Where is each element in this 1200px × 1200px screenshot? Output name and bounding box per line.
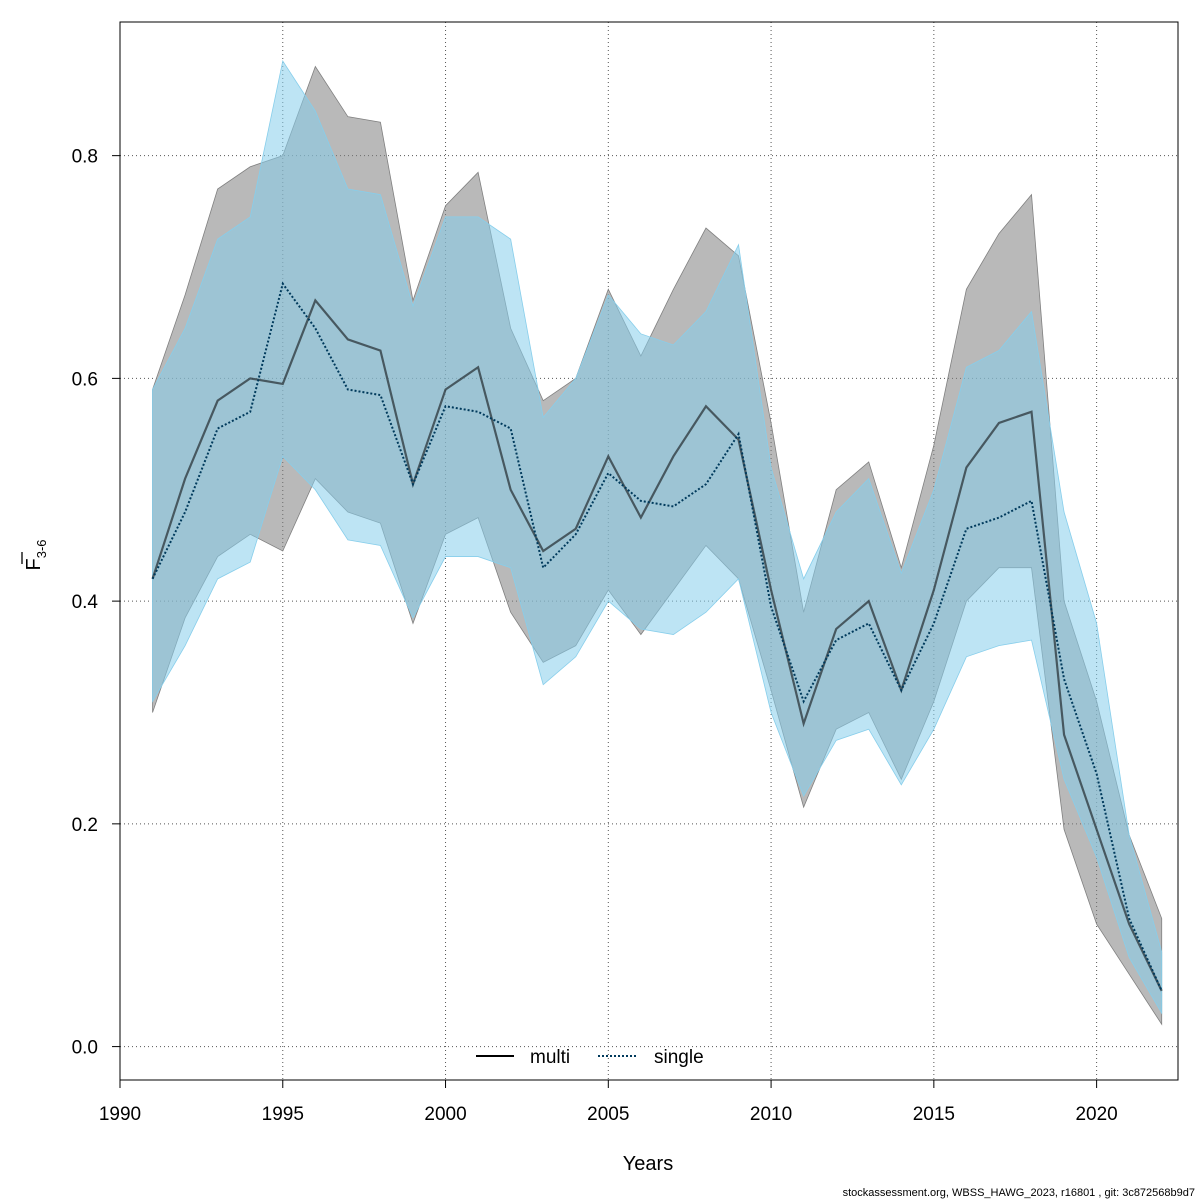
confidence-bands [152,59,1163,1026]
x-tick-label-2000: 2000 [424,1104,466,1125]
y-axis-title-subscript: 3-6 [34,539,49,558]
y-tick-label-0.4: 0.4 [72,592,99,613]
x-tick-label-1995: 1995 [262,1104,304,1125]
legend: multi single [476,1047,704,1068]
x-tick-label-2015: 2015 [913,1104,955,1125]
x-axis-title: Years [623,1153,673,1175]
series-lines [151,281,1163,992]
x-tick-label-1990: 1990 [99,1104,141,1125]
legend-label-single: single [654,1047,704,1068]
x-tick-label-2020: 2020 [1075,1104,1117,1125]
y-tick-label-0: 0.0 [72,1038,98,1059]
y-tick-label-0.6: 0.6 [72,369,98,390]
y-tick-label-0.2: 0.2 [72,815,98,836]
y-tick-label-0.8: 0.8 [72,147,98,168]
confidence-band-single [152,59,1163,1015]
svg-text:F3-6: F3-6 [23,539,49,570]
footer-credit: stockassessment.org, WBSS_HAWG_2023, r16… [843,1187,1195,1199]
y-axis-title: F3-6 [21,539,49,571]
y-axis: 0.0 0.2 0.4 0.6 0.8 [72,147,121,1059]
x-axis: 1990 1995 2000 2005 2010 2015 2020 [99,1079,1118,1125]
x-tick-label-2005: 2005 [587,1104,629,1125]
legend-label-multi: multi [530,1047,570,1068]
series-line-single [151,281,1163,992]
y-axis-title-main: F [23,558,45,570]
x-tick-label-2010: 2010 [750,1104,792,1125]
series-line-multi [151,298,1163,992]
